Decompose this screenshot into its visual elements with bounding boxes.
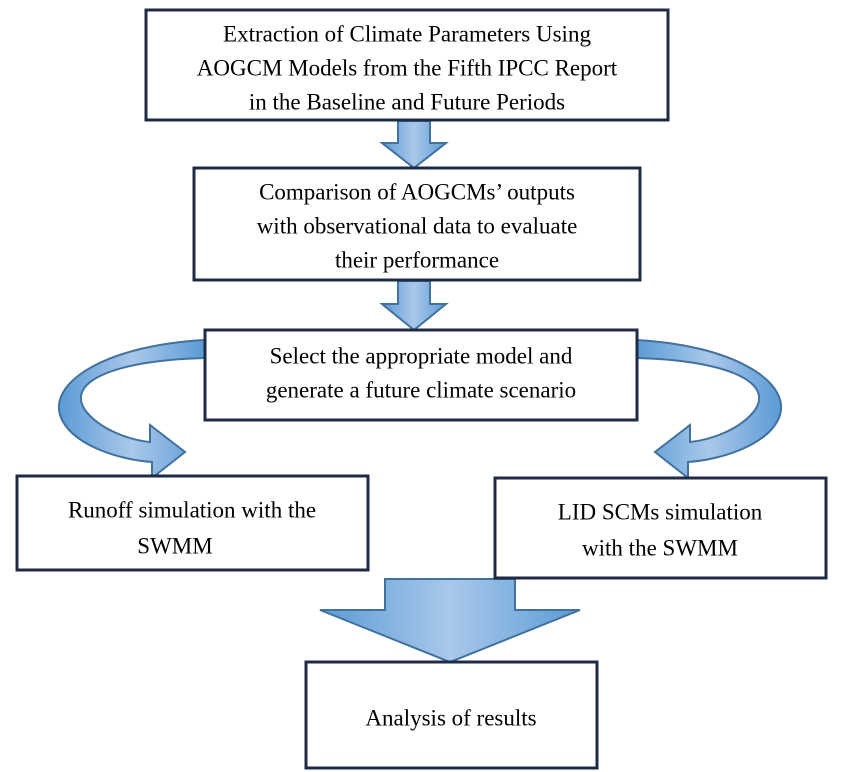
down-arrow xyxy=(319,578,581,664)
down-arrow xyxy=(379,280,449,332)
box xyxy=(304,660,599,770)
box-text: with observational data to evaluate xyxy=(257,213,578,238)
box-text: Select the appropriate model and xyxy=(270,343,573,368)
box-text: their performance xyxy=(335,247,499,272)
curved-arrow xyxy=(636,338,783,481)
box xyxy=(493,476,828,580)
box-text: Extraction of Climate Parameters Using xyxy=(223,21,591,46)
box-text: LID SCMs simulation xyxy=(558,499,763,524)
box-text: generate a future climate scenario xyxy=(266,377,576,402)
box xyxy=(15,474,370,572)
box-text: Comparison of AOGCMs’ outputs xyxy=(259,179,575,204)
box-text: Analysis of results xyxy=(365,705,536,730)
box-text: in the Baseline and Future Periods xyxy=(249,89,565,114)
curved-arrow xyxy=(57,338,206,481)
box-text: SWMM xyxy=(137,533,212,558)
box-text: Runoff simulation with the xyxy=(68,497,316,522)
box-text: with the SWMM xyxy=(582,535,738,560)
box xyxy=(144,8,670,122)
box xyxy=(192,166,642,282)
box-text: AOGCM Models from the Fifth IPCC Report xyxy=(197,55,618,80)
box xyxy=(203,328,639,422)
down-arrow xyxy=(379,120,449,170)
